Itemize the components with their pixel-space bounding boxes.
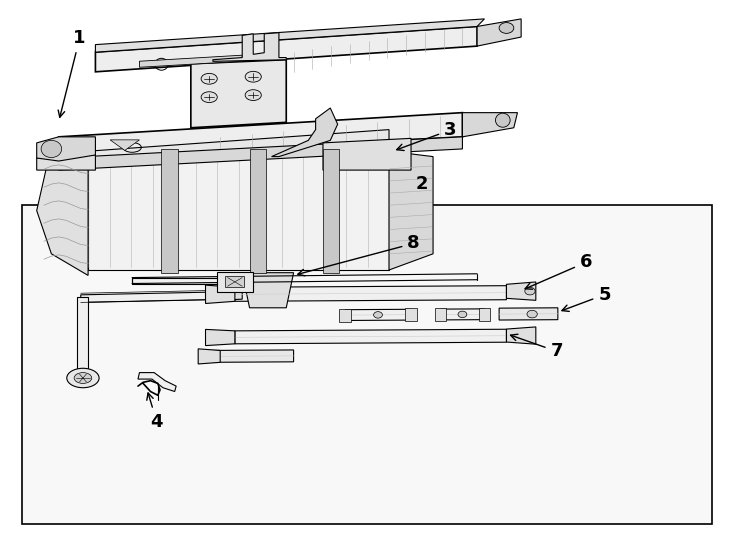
- Polygon shape: [225, 276, 244, 287]
- Polygon shape: [37, 137, 95, 161]
- Polygon shape: [339, 308, 351, 321]
- Ellipse shape: [201, 73, 217, 84]
- Polygon shape: [139, 55, 242, 68]
- Polygon shape: [95, 26, 477, 72]
- Ellipse shape: [201, 92, 217, 103]
- Polygon shape: [37, 140, 88, 275]
- Polygon shape: [59, 113, 462, 158]
- Text: 3: 3: [397, 121, 457, 151]
- Polygon shape: [323, 148, 339, 273]
- Polygon shape: [250, 148, 266, 273]
- Polygon shape: [132, 278, 235, 284]
- Text: 1: 1: [58, 29, 86, 117]
- Polygon shape: [138, 373, 176, 392]
- Text: 4: 4: [147, 393, 163, 430]
- Polygon shape: [477, 19, 521, 46]
- Text: 7: 7: [511, 334, 563, 360]
- Polygon shape: [110, 140, 139, 151]
- Ellipse shape: [374, 312, 382, 318]
- Polygon shape: [206, 329, 235, 346]
- Polygon shape: [235, 329, 506, 344]
- Text: 8: 8: [298, 234, 420, 276]
- Polygon shape: [191, 60, 286, 128]
- Polygon shape: [81, 292, 235, 302]
- Polygon shape: [217, 272, 253, 292]
- Ellipse shape: [74, 373, 92, 383]
- Text: 2: 2: [415, 174, 429, 193]
- Polygon shape: [272, 108, 338, 157]
- Polygon shape: [440, 309, 484, 320]
- Polygon shape: [389, 151, 433, 270]
- Polygon shape: [37, 155, 95, 170]
- Polygon shape: [345, 309, 411, 320]
- Polygon shape: [235, 286, 506, 301]
- Polygon shape: [506, 327, 536, 344]
- Polygon shape: [77, 297, 88, 373]
- Ellipse shape: [245, 71, 261, 82]
- Polygon shape: [506, 282, 536, 300]
- Polygon shape: [405, 308, 417, 321]
- Polygon shape: [88, 151, 389, 270]
- Ellipse shape: [67, 368, 99, 388]
- Polygon shape: [499, 308, 558, 320]
- Polygon shape: [88, 130, 389, 167]
- Polygon shape: [95, 19, 484, 52]
- Polygon shape: [479, 308, 490, 321]
- Ellipse shape: [499, 23, 514, 33]
- Ellipse shape: [495, 113, 510, 127]
- Ellipse shape: [41, 140, 62, 158]
- Ellipse shape: [525, 287, 535, 295]
- Polygon shape: [242, 273, 294, 308]
- Polygon shape: [206, 350, 294, 362]
- Ellipse shape: [458, 311, 467, 318]
- Text: 6: 6: [525, 253, 592, 289]
- Text: 5: 5: [562, 286, 611, 312]
- Polygon shape: [462, 113, 517, 137]
- Polygon shape: [435, 308, 446, 321]
- Ellipse shape: [527, 310, 537, 318]
- Polygon shape: [323, 138, 411, 170]
- Ellipse shape: [245, 90, 261, 100]
- Bar: [22, 205, 712, 524]
- Polygon shape: [198, 349, 220, 364]
- Polygon shape: [206, 285, 235, 303]
- Polygon shape: [213, 33, 286, 62]
- Polygon shape: [161, 148, 178, 273]
- Polygon shape: [59, 137, 462, 170]
- Polygon shape: [220, 291, 242, 300]
